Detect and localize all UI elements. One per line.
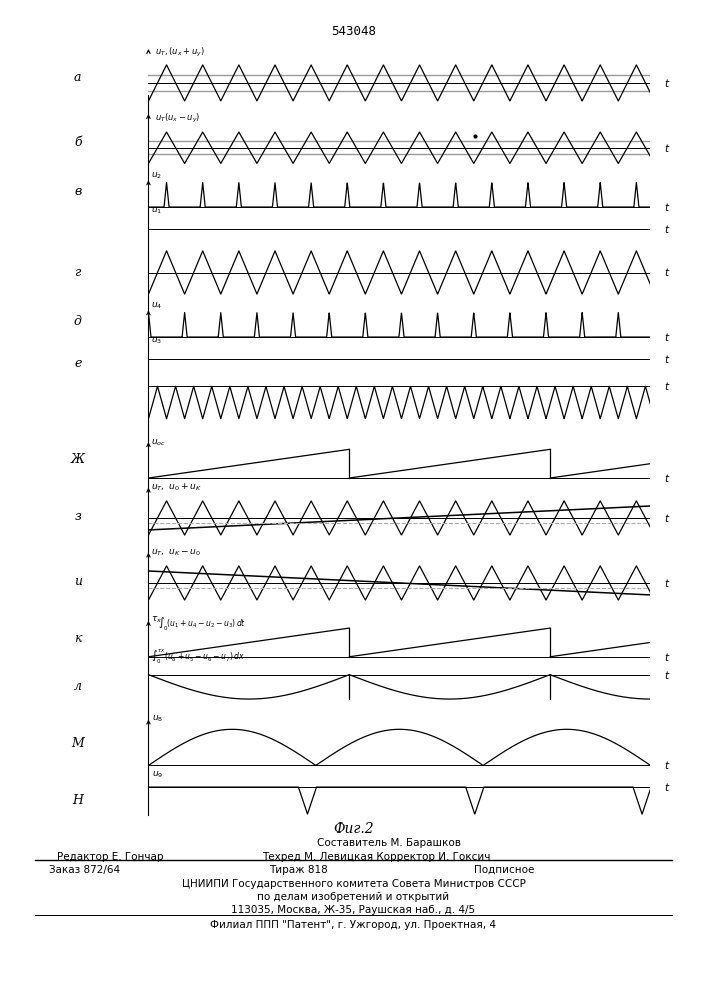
Text: г: г (74, 266, 81, 279)
Text: $u_T,\ u_0+u_K$: $u_T,\ u_0+u_K$ (151, 482, 201, 493)
Text: $u_8$: $u_8$ (153, 713, 164, 724)
Text: $t$: $t$ (665, 223, 671, 235)
Text: 543048: 543048 (331, 25, 376, 38)
Text: $u_3$: $u_3$ (151, 336, 162, 346)
Text: $t$: $t$ (665, 781, 671, 793)
Text: д: д (74, 315, 82, 328)
Text: Тираж 818: Тираж 818 (269, 865, 327, 875)
Text: $u_4$: $u_4$ (151, 301, 163, 311)
Text: $u_{oc}$: $u_{oc}$ (151, 437, 166, 448)
Text: Н: Н (72, 794, 83, 807)
Text: $\tau_x$: $\tau_x$ (151, 614, 162, 625)
Text: 113035, Москва, Ж-35, Раушская наб., д. 4/5: 113035, Москва, Ж-35, Раушская наб., д. … (231, 905, 476, 915)
Text: в: в (74, 185, 81, 198)
Text: $u_1$: $u_1$ (151, 206, 162, 216)
Text: $u_T(u_x-u_y)$: $u_T(u_x-u_y)$ (155, 112, 200, 125)
Text: л: л (74, 680, 82, 693)
Text: Редактор Е. Гончар: Редактор Е. Гончар (57, 852, 163, 862)
Text: $t$: $t$ (665, 77, 671, 89)
Text: $t$: $t$ (665, 512, 671, 524)
Text: $t$: $t$ (665, 266, 671, 278)
Text: $t$: $t$ (665, 651, 671, 663)
Text: $u_T,\ u_K-u_0$: $u_T,\ u_K-u_0$ (151, 548, 201, 558)
Text: $t$: $t$ (665, 669, 671, 681)
Text: $t$: $t$ (665, 142, 671, 154)
Text: М: М (71, 737, 84, 750)
Text: $t$: $t$ (665, 472, 671, 484)
Text: $t$: $t$ (665, 577, 671, 589)
Text: Подписное: Подписное (474, 865, 534, 875)
Text: Составитель М. Барашков: Составитель М. Барашков (317, 838, 461, 848)
Text: $u_2$: $u_2$ (151, 171, 162, 181)
Text: е: е (74, 357, 81, 370)
Text: $t$: $t$ (665, 380, 671, 392)
Text: по делам изобретений и открытий: по делам изобретений и открытий (257, 892, 450, 902)
Text: $u_9$: $u_9$ (153, 770, 164, 780)
Text: и: и (74, 575, 82, 588)
Text: Филиал ППП "Патент", г. Ужгород, ул. Проектная, 4: Филиал ППП "Патент", г. Ужгород, ул. Про… (211, 920, 496, 930)
Text: $t$: $t$ (665, 353, 671, 365)
Text: Техред М. Левицкая Корректор И. Гоксич: Техред М. Левицкая Корректор И. Гоксич (262, 852, 490, 862)
Text: ЦНИИПИ Государственного комитета Совета Министров СССР: ЦНИИПИ Государственного комитета Совета … (182, 879, 525, 889)
Text: $\int_0^{\tau x}(u_8+u_5-u_6-u_7)\,dx$: $\int_0^{\tau x}(u_8+u_5-u_6-u_7)\,dx$ (151, 648, 245, 666)
Text: к: к (74, 632, 81, 645)
Text: $u_T, (u_x+u_y)$: $u_T, (u_x+u_y)$ (155, 45, 204, 59)
Text: з: з (74, 510, 81, 523)
Text: Заказ 872/64: Заказ 872/64 (49, 865, 121, 875)
Text: Ж: Ж (71, 453, 85, 466)
Text: а: а (74, 71, 81, 84)
Text: б: б (74, 136, 81, 149)
Text: $\int_0(u_1+u_4-u_2-u_3)\,dt$: $\int_0(u_1+u_4-u_2-u_3)\,dt$ (158, 615, 245, 632)
Text: $t$: $t$ (665, 331, 671, 343)
Text: Фиг.2: Фиг.2 (333, 822, 374, 836)
Text: $t$: $t$ (665, 201, 671, 213)
Text: $t$: $t$ (665, 759, 671, 771)
